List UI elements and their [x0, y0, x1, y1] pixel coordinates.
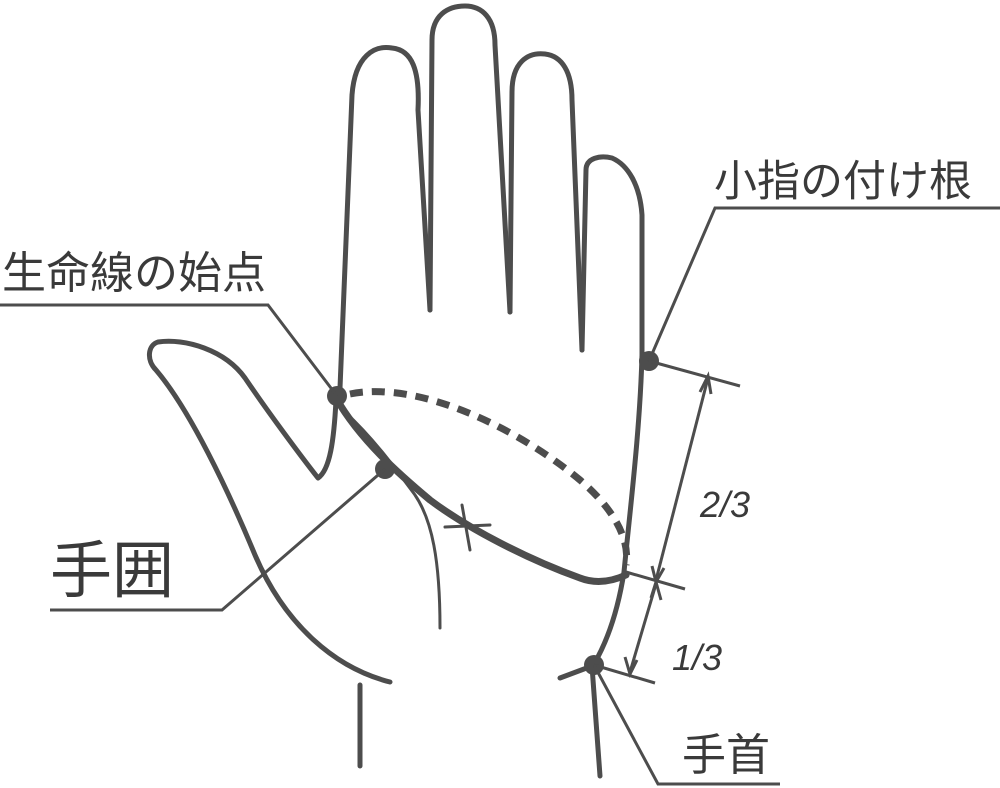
extension-line-top [648, 359, 741, 388]
crossing-mark-2 [460, 503, 472, 552]
label-wrist: 手首 [682, 730, 770, 781]
label-ratio-lower: 1/3 [672, 637, 722, 678]
index-finger [337, 45, 433, 391]
dimension-lower [628, 583, 658, 673]
leader-hand-circumference [50, 467, 386, 612]
palm-right-edge [591, 352, 645, 667]
arrow-upper-top [698, 371, 713, 395]
leader-wrist [592, 664, 780, 786]
wrist-right-line [557, 663, 603, 779]
crossing-mark [443, 523, 492, 529]
circumference-solid-line [332, 394, 630, 585]
arrow-lower-top [649, 576, 663, 601]
ring-finger [507, 51, 585, 353]
leader-lifeline-start [0, 303, 339, 397]
label-ratio-upper: 2/3 [699, 484, 750, 525]
circumference-dashed-line [349, 388, 631, 566]
little-finger [579, 154, 645, 358]
label-pinky-base: 小指の付け根 [714, 157, 972, 207]
label-lifeline-start: 生命線の始点 [2, 248, 266, 299]
leader-lines [0, 206, 1000, 786]
label-hand-circumference: 手囲 [50, 534, 174, 607]
arrow-lower-bottom [623, 656, 639, 679]
middle-finger [427, 3, 513, 315]
lifeline-inner-curve [343, 410, 442, 630]
dimension-upper [654, 377, 710, 581]
leader-pinky-base [647, 206, 1000, 362]
dimension-lines [593, 359, 741, 685]
thumb [147, 338, 393, 685]
labels: 生命線の始点 小指の付け根 手囲 手首 2/3 1/3 [2, 157, 972, 781]
palm-lines [332, 388, 631, 630]
extension-line-bottom [593, 663, 656, 685]
